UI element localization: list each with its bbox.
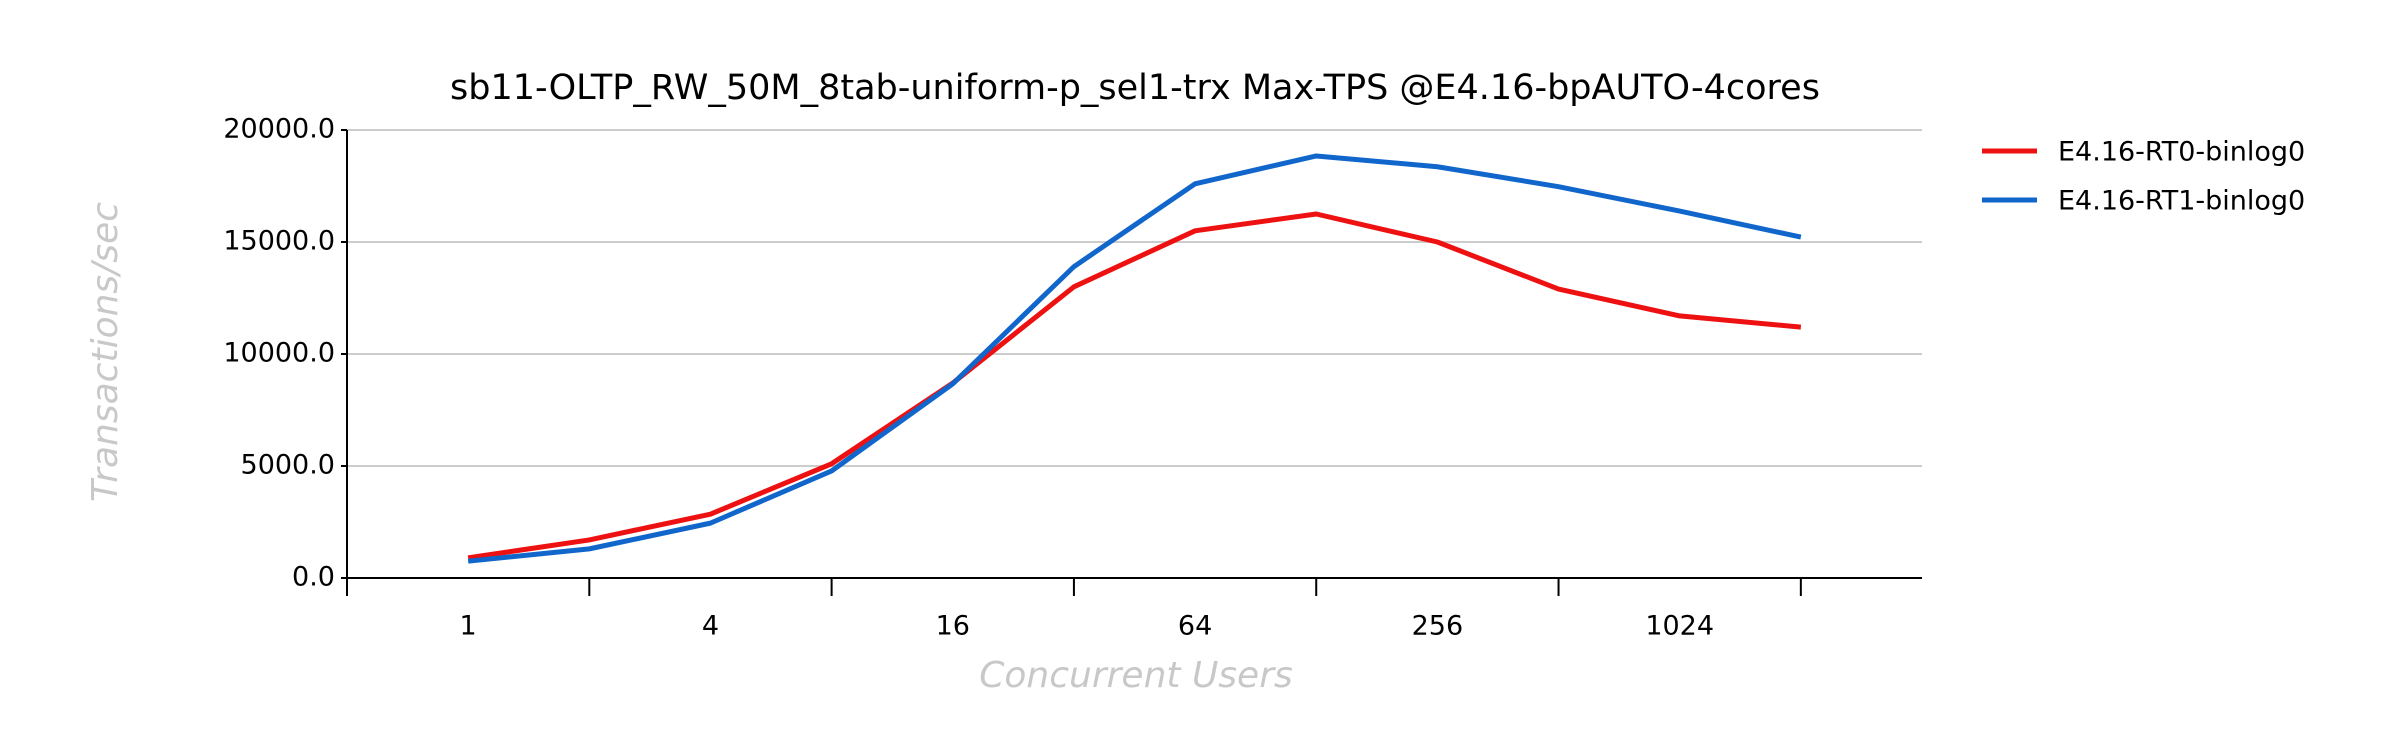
series-line: [467, 153, 1802, 564]
x-tick-label: 1024: [1645, 611, 1714, 642]
y-tick-label: 20000.0: [223, 114, 335, 145]
y-tick-label: 10000.0: [223, 338, 335, 369]
y-tick-label: 5000.0: [241, 450, 335, 481]
x-tick-label: 4: [702, 611, 719, 642]
legend-label: E4.16-RT1-binlog0: [2058, 186, 2305, 217]
x-tick-label: 16: [936, 611, 970, 642]
x-axis-label: Concurrent Users: [979, 655, 1293, 696]
series-line: [467, 211, 1802, 561]
x-tick-label: 64: [1178, 611, 1212, 642]
y-tick-label: 0.0: [292, 562, 335, 593]
y-tick-label: 15000.0: [223, 226, 335, 257]
x-tick-label: 256: [1412, 611, 1464, 642]
legend-label: E4.16-RT0-binlog0: [2058, 137, 2305, 168]
x-tick-label: 1: [460, 611, 477, 642]
chart-title: sb11-OLTP_RW_50M_8tab-uniform-p_sel1-trx…: [450, 68, 1820, 108]
y-axis-label: Transactions/sec: [85, 202, 126, 502]
